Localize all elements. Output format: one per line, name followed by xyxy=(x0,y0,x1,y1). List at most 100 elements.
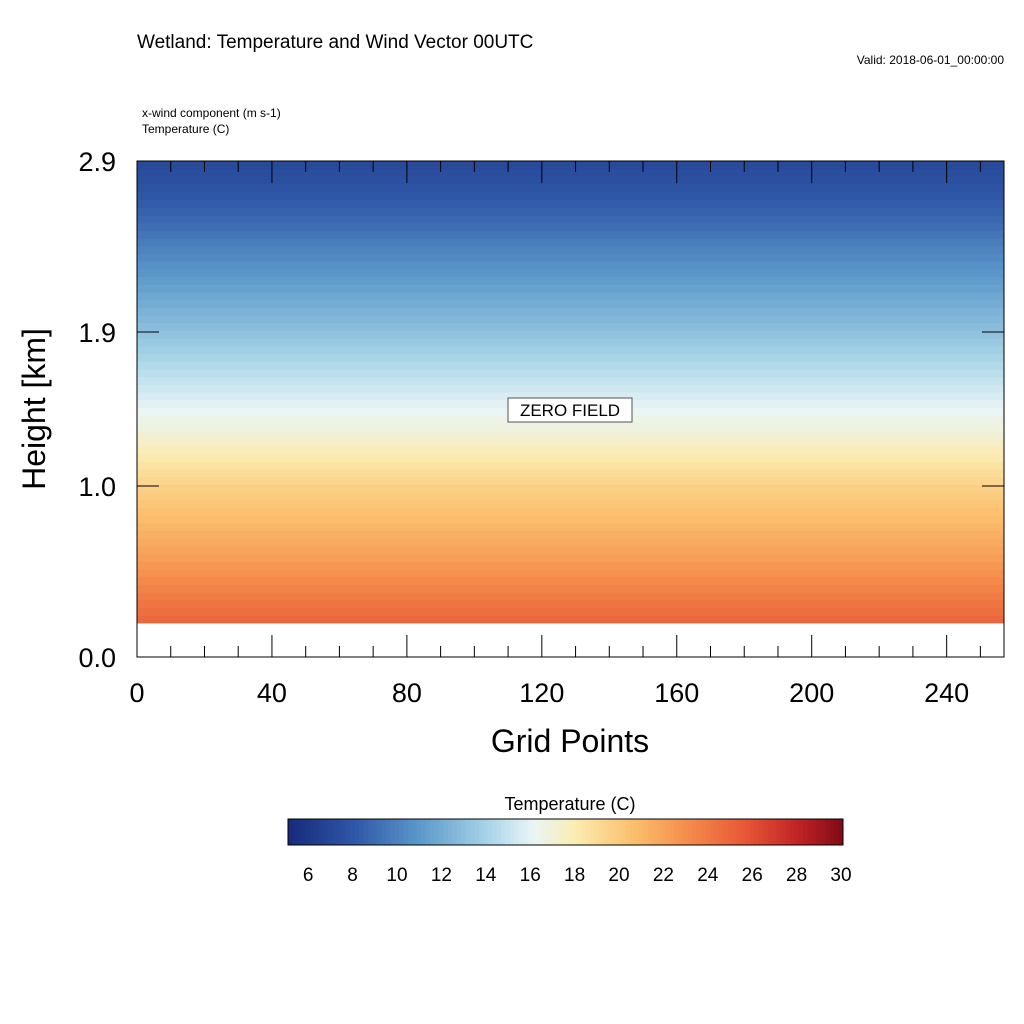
field-band xyxy=(137,176,1004,185)
colorbar-cell xyxy=(723,819,728,845)
colorbar-cell xyxy=(740,819,746,845)
colorbar-cell xyxy=(470,819,475,845)
colorbar-cell xyxy=(621,819,626,845)
colorbar-cell xyxy=(496,819,502,845)
colorbar-cell xyxy=(643,819,649,845)
colorbar-cell xyxy=(567,819,573,845)
temperature-field xyxy=(137,161,1004,624)
colorbar-cell xyxy=(363,819,369,845)
colorbar-cell xyxy=(465,819,471,845)
colorbar-cell xyxy=(838,819,844,845)
colorbar-cell xyxy=(834,819,839,845)
x-tick-label: 40 xyxy=(257,678,287,708)
colorbar-cell xyxy=(501,819,506,845)
x-tick-label: 240 xyxy=(924,678,969,708)
colorbar-title: Temperature (C) xyxy=(504,794,635,814)
colorbar-cell xyxy=(718,819,724,845)
field-band xyxy=(137,553,1004,562)
field-band xyxy=(137,445,1004,455)
colorbar-cell xyxy=(563,819,569,845)
colorbar-cell xyxy=(350,819,355,845)
colorbar-cell xyxy=(598,819,604,845)
colorbar-cell xyxy=(629,819,635,845)
colorbar-cell xyxy=(332,819,338,845)
colorbar-cell xyxy=(829,819,835,845)
field-band xyxy=(137,584,1004,593)
colorbar-cell xyxy=(683,819,688,845)
colorbar-cell xyxy=(816,819,822,845)
colorbar-cell xyxy=(758,819,764,845)
colorbar-cell xyxy=(554,819,560,845)
colorbar-cell xyxy=(576,819,582,845)
colorbar-cell xyxy=(625,819,631,845)
colorbar-cell xyxy=(381,819,387,845)
colorbar-cell xyxy=(780,819,786,845)
plot-frame xyxy=(136,160,1005,658)
chart-title: Wetland: Temperature and Wind Vector 00U… xyxy=(137,32,533,53)
field-band xyxy=(137,338,1004,347)
field-band xyxy=(137,168,1004,177)
colorbar-cell xyxy=(789,819,795,845)
colorbar-cell xyxy=(581,819,586,845)
field-band xyxy=(137,384,1004,393)
colorbar-cell xyxy=(372,819,378,845)
colorbar-cell xyxy=(394,819,400,845)
y-tick-label: 0.0 xyxy=(78,643,116,673)
colorbar-cell xyxy=(807,819,813,845)
colorbar-cell xyxy=(407,819,413,845)
colorbar-tick-label: 14 xyxy=(475,865,497,886)
colorbar-cell xyxy=(527,819,533,845)
colorbar-cell xyxy=(607,819,613,845)
field-band xyxy=(137,615,1004,624)
colorbar-cell xyxy=(603,819,609,845)
colorbar-tick-label: 12 xyxy=(431,865,452,886)
field-band xyxy=(137,361,1004,370)
y-tick-label: 1.0 xyxy=(78,472,116,502)
colorbar-cell xyxy=(727,819,733,845)
colorbar-tick-label: 22 xyxy=(653,865,674,886)
colorbar-cell xyxy=(310,819,316,845)
x-axis-label: Grid Points xyxy=(491,723,649,759)
field-band xyxy=(137,461,1004,470)
colorbar-cell xyxy=(434,819,440,845)
y-tick-labels: 0.0 1.0 1.9 2.9 xyxy=(78,147,116,673)
colorbar-cell xyxy=(647,819,653,845)
colorbar-cell xyxy=(669,819,675,845)
colorbar-cell xyxy=(416,819,422,845)
colorbar-cell xyxy=(660,819,666,845)
colorbar-tick-label: 8 xyxy=(347,865,358,886)
x-tick-label: 200 xyxy=(789,678,834,708)
colorbar-cell xyxy=(709,819,715,845)
colorbar-cell xyxy=(478,819,484,845)
y-tick-label: 1.9 xyxy=(78,318,116,348)
field-band xyxy=(137,276,1004,285)
field-band xyxy=(137,222,1004,231)
colorbar-cell xyxy=(776,819,782,845)
colorbar-cell xyxy=(359,819,364,845)
field-band xyxy=(137,576,1004,585)
colorbar-cell xyxy=(296,819,302,845)
colorbar-cell xyxy=(399,819,404,845)
field-band xyxy=(137,422,1004,431)
axis-ticks xyxy=(136,160,1004,658)
colorbar-cell xyxy=(700,819,706,845)
colorbar-cell xyxy=(518,819,524,845)
colorbar-cell xyxy=(487,819,493,845)
colorbar-cell xyxy=(674,819,680,845)
colorbar-cell xyxy=(505,819,511,845)
field-band xyxy=(137,191,1004,201)
colorbar-cell xyxy=(732,819,737,845)
colorbar-cell xyxy=(803,819,808,845)
field-band xyxy=(137,214,1004,224)
colorbar-cell xyxy=(319,819,324,845)
colorbar-cell xyxy=(421,819,427,845)
valid-time: Valid: 2018-06-01_00:00:00 xyxy=(857,53,1005,67)
field-band xyxy=(137,530,1004,539)
y-tick-label: 2.9 xyxy=(78,147,116,177)
colorbar-cell xyxy=(447,819,453,845)
colorbar-cell xyxy=(456,819,462,845)
colorbar-cell xyxy=(532,819,538,845)
colorbar-cell xyxy=(558,819,564,845)
colorbar-tick-label: 18 xyxy=(564,865,585,886)
field-band xyxy=(137,499,1004,508)
